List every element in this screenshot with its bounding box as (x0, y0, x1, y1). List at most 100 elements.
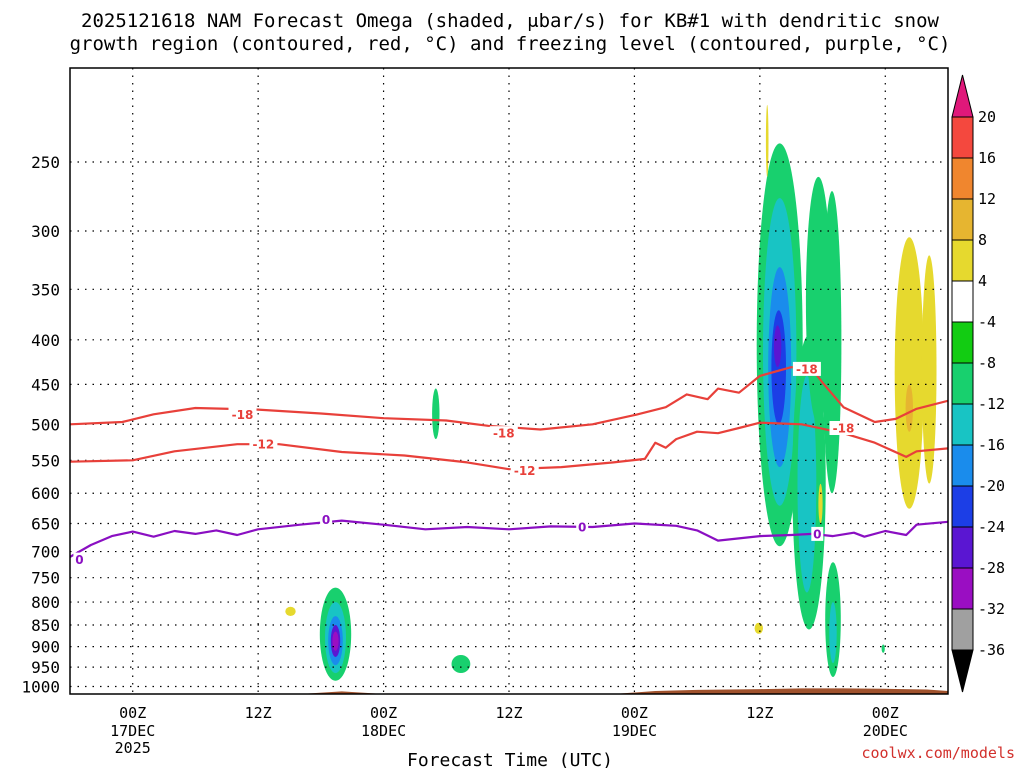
colorbar-label--4: -4 (978, 313, 996, 331)
colorbar-bin-12-to-16 (951, 157, 974, 200)
omega-region-14 (773, 325, 782, 368)
colorbar-label--36: -36 (978, 641, 1005, 659)
colorbar-bin--12-to--8 (951, 362, 974, 405)
y-tick-900: 900 (31, 638, 60, 657)
x-tick-42: 12Z (495, 704, 522, 722)
contour-label-0-1: -18 (493, 427, 515, 441)
contour-label-1-1: -12 (514, 464, 536, 478)
x-tick-date-78: 20DEC (863, 722, 908, 740)
omega-region-9 (881, 644, 885, 653)
chart-title-line-1: 2025121618 NAM Forecast Omega (shaded, μ… (81, 10, 939, 32)
colorbar-label-4: 4 (978, 272, 987, 290)
contour-line-0 (70, 366, 948, 431)
contour-label-2-3: 0 (813, 527, 821, 541)
y-tick-500: 500 (31, 415, 60, 434)
contour-label-bg-2-3 (811, 526, 824, 541)
contour-label-2-1: 0 (322, 513, 330, 527)
y-tick-1000: 1000 (21, 678, 60, 697)
y-tick-300: 300 (31, 222, 60, 241)
colorbar-label--32: -32 (978, 600, 1005, 618)
colorbar-label--20: -20 (978, 477, 1005, 495)
plot-frame (69, 67, 949, 695)
x-tick-year-6: 2025 (115, 739, 151, 757)
plot-inner: -18 -18 -18 -18 -12 -12 0 0 0 0 (70, 68, 948, 694)
omega-region-21 (765, 104, 769, 177)
omega-region-18 (822, 191, 842, 494)
contour-label-bg-1-1 (510, 463, 539, 478)
y-tick-750: 750 (31, 569, 60, 588)
y-tick-950: 950 (31, 658, 60, 677)
omega-region-4 (332, 631, 339, 651)
contour-label-bg-0-0 (228, 407, 257, 422)
x-tick-date-54: 19DEC (612, 722, 657, 740)
x-tick-date-30: 18DEC (361, 722, 406, 740)
y-axis-tick-labels: 250 300 350 400 450 500 550 600 650 700 750 800 850 9… (21, 153, 60, 697)
colorbar-bin--36-to--32 (951, 608, 974, 651)
contour-label-bg-2-1 (320, 512, 333, 527)
colorbar: 20 16 12 8 4 -4 -8 -12 -16 -20 -24 -28 -32 -36 (951, 74, 1005, 693)
colorbar-bin--8-to--4 (951, 321, 974, 364)
colorbar-bin--28-to--24 (951, 526, 974, 569)
colorbar-bottom-arrow (951, 649, 974, 693)
contour-label-0-0: -18 (232, 408, 254, 422)
colorbar-label--24: -24 (978, 518, 1005, 536)
colorbar-label-16: 16 (978, 149, 996, 167)
colorbar-bin-4-to-8 (951, 239, 974, 282)
contours: -18 -18 -18 -18 -12 -12 0 0 0 0 (70, 361, 948, 567)
contour-label-bg-2-2 (576, 520, 589, 534)
y-tick-450: 450 (31, 375, 60, 394)
chart-title-line-2: growth region (contoured, red, °C) and f… (70, 33, 951, 55)
omega-region-22 (818, 483, 823, 524)
colorbar-label--16: -16 (978, 436, 1005, 454)
y-tick-550: 550 (31, 451, 60, 470)
omega-region-23 (894, 237, 924, 509)
contour-line-2 (70, 519, 948, 558)
x-tick-78: 00Z (872, 704, 899, 722)
y-tick-650: 650 (31, 515, 60, 534)
colorbar-label--28: -28 (978, 559, 1005, 577)
colorbar-bin--4-to-4 (951, 280, 974, 323)
contour-label-bg-0-3 (829, 421, 858, 435)
colorbar-bin--20-to--16 (951, 444, 974, 487)
colorbar-top-arrow (951, 74, 974, 118)
colorbar-bin-16-to-20 (951, 116, 974, 159)
x-axis-label: Forecast Time (UTC) (407, 750, 613, 768)
colorbar-bin--32-to--28 (951, 567, 974, 610)
colorbar-label-12: 12 (978, 190, 996, 208)
contour-label-0-3: -18 (833, 422, 855, 436)
y-tick-800: 800 (31, 593, 60, 612)
x-tick-30: 00Z (370, 704, 397, 722)
contour-label-bg-0-2 (792, 361, 821, 376)
omega-region-25 (905, 384, 913, 432)
contour-label-1-0: -12 (253, 438, 275, 452)
omega-region-20 (829, 602, 837, 664)
x-tick-54: 00Z (621, 704, 648, 722)
y-tick-600: 600 (31, 484, 60, 503)
y-tick-350: 350 (31, 280, 60, 299)
colorbar-label--8: -8 (978, 354, 996, 372)
omega-region-8 (754, 622, 763, 634)
colorbar-bin-8-to-12 (951, 198, 974, 241)
y-tick-700: 700 (31, 543, 60, 562)
colorbar-label-20: 20 (978, 108, 996, 126)
contour-label-2-0: 0 (75, 553, 83, 567)
contour-label-bg-2-0 (73, 552, 86, 567)
plot-area: -18 -18 -18 -18 -12 -12 0 0 0 0 (69, 67, 949, 695)
contour-label-0-2: -18 (796, 362, 818, 376)
colorbar-label-8: 8 (978, 231, 987, 249)
x-tick-date-6: 17DEC (110, 722, 155, 740)
omega-region-6 (451, 655, 471, 673)
contour-label-2-2: 0 (578, 521, 586, 535)
omega-region-24 (921, 255, 937, 484)
omega-region-5 (432, 388, 440, 440)
terrain-surface (70, 688, 948, 694)
omega-shading (285, 104, 937, 681)
colorbar-label--12: -12 (978, 395, 1005, 413)
y-tick-850: 850 (31, 616, 60, 635)
colorbar-bin--16-to--12 (951, 403, 974, 446)
contour-label-bg-0-1 (489, 426, 518, 441)
colorbar-bin--24-to--20 (951, 485, 974, 528)
x-tick-66: 12Z (746, 704, 773, 722)
